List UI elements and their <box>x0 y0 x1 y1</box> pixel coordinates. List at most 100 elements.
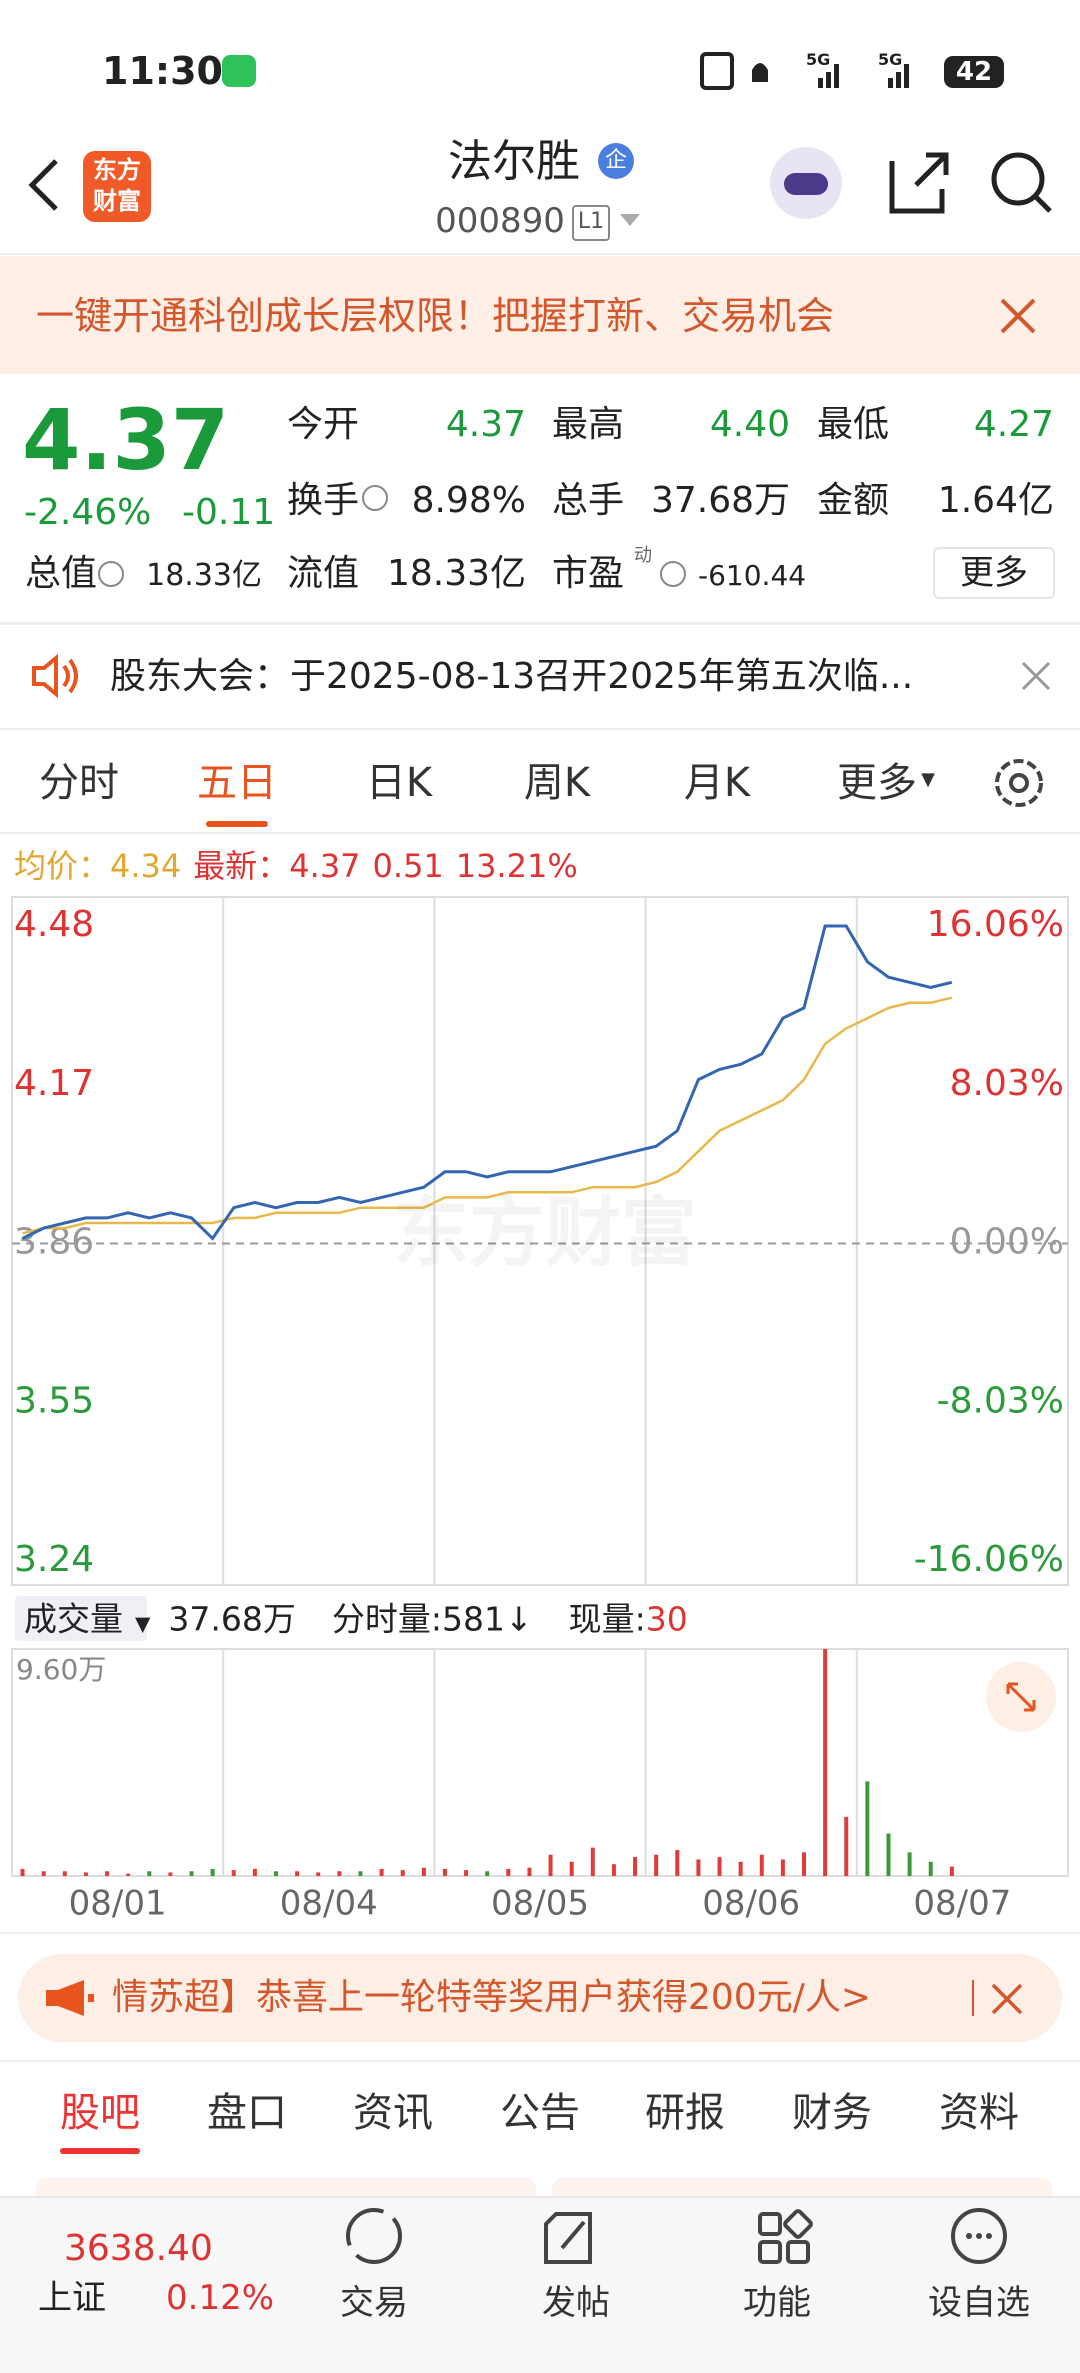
content-tab[interactable]: 资料 <box>939 2090 1019 2136</box>
info-icon[interactable] <box>98 561 124 587</box>
index-value[interactable]: 3638.40 <box>64 2228 213 2269</box>
content-tab[interactable]: 股吧 <box>60 2090 140 2136</box>
field-value: 18.33亿 <box>146 558 262 593</box>
field-label: 最低 <box>817 404 890 445</box>
volume-bar <box>928 1861 933 1876</box>
index-name: 上证 <box>38 2278 106 2318</box>
nav-label[interactable]: 设自选 <box>928 2283 1030 2323</box>
current-label: 现量: <box>568 1599 646 1639</box>
search-icon[interactable] <box>991 152 1052 213</box>
volume-bar <box>20 1868 25 1876</box>
chart-tab[interactable]: 周K <box>523 760 591 806</box>
volume-bar <box>295 1871 300 1876</box>
close-promo[interactable] <box>990 1982 1024 2016</box>
content-tab[interactable]: 公告 <box>500 2090 580 2136</box>
y-tick-label: 9.60万 <box>16 1653 106 1686</box>
content-tab[interactable]: 资讯 <box>353 2090 433 2136</box>
network: 5G <box>878 50 903 69</box>
y-tick-label: 3.55 <box>14 1380 94 1421</box>
logo-text: 财富 <box>93 187 141 215</box>
field-sup: 动 <box>634 545 652 566</box>
volume-total: 37.68万 <box>168 1599 296 1639</box>
field-value: 4.27 <box>973 404 1054 445</box>
stock-name: 法尔胜 <box>448 136 580 187</box>
content-tab[interactable]: 盘口 <box>207 2090 287 2136</box>
x-tick-label: 08/07 <box>913 1884 1011 1924</box>
volume-bar <box>105 1871 110 1876</box>
legend-value: 0.51 <box>372 847 444 885</box>
field-value: -610.44 <box>698 559 807 592</box>
volume-bar <box>400 1870 405 1876</box>
current-volume: 30 <box>645 1599 688 1639</box>
assistant-face <box>784 173 828 195</box>
volume-bar <box>823 1649 828 1876</box>
signal-icon <box>818 64 839 88</box>
volume-label: 成交量 <box>24 1599 123 1639</box>
info-icon[interactable] <box>660 561 686 587</box>
volume-bar <box>548 1854 553 1876</box>
function-icon[interactable] <box>758 2212 782 2236</box>
legend-label: 均价： <box>14 847 111 885</box>
volume-bar <box>358 1871 363 1876</box>
info-icon[interactable] <box>362 485 388 511</box>
content-tab[interactable]: 研报 <box>645 2090 725 2136</box>
battery <box>944 56 1004 88</box>
tab-underline <box>60 2148 140 2154</box>
volume-bar <box>717 1857 722 1876</box>
divider <box>0 832 1080 834</box>
field-value: 4.40 <box>709 404 790 445</box>
chart-tab[interactable]: 月K <box>683 760 751 806</box>
more-button[interactable] <box>933 547 1055 599</box>
nav-label[interactable]: 功能 <box>743 2283 811 2323</box>
field-value: 1.64亿 <box>937 480 1054 521</box>
y2-tick-label: -8.03% <box>937 1380 1064 1421</box>
plot-frame <box>11 896 1069 1586</box>
legend-value: 13.21% <box>455 847 578 885</box>
close-notice[interactable] <box>1020 660 1052 692</box>
bottom-nav <box>0 2196 1080 2373</box>
volume-bar <box>252 1868 257 1876</box>
close-banner[interactable] <box>998 296 1038 336</box>
megaphone-icon <box>46 1980 94 2016</box>
volume-bar <box>168 1872 173 1876</box>
logo-text: 东方 <box>93 156 141 184</box>
dropdown[interactable] <box>618 212 642 228</box>
chart-tab[interactable]: 更多 <box>837 760 917 806</box>
price-line <box>22 996 953 1235</box>
stock-code: 000890 <box>435 201 565 241</box>
chart-tab[interactable]: 五日 <box>197 760 277 806</box>
settings-icon[interactable] <box>992 756 1046 810</box>
volume-bar <box>62 1871 67 1876</box>
volume-bar <box>316 1872 321 1876</box>
volume-bar <box>590 1847 595 1876</box>
banner-text: 一键开通科创成长层权限！把握打新、交易机会 <box>36 294 835 338</box>
legend: 均价：4.34 最新：4.37 0.51 13.21% <box>14 850 590 882</box>
banner[interactable] <box>0 256 1080 374</box>
volume-bar <box>126 1873 131 1876</box>
content-tab[interactable]: 财务 <box>792 2090 872 2136</box>
volume-bar <box>337 1871 342 1876</box>
nav-label[interactable]: 交易 <box>340 2283 408 2323</box>
promo-banner[interactable] <box>18 1954 1062 2042</box>
dropdown-arrow: ▼ <box>921 769 935 790</box>
change-pct: -2.46% <box>24 492 152 533</box>
share-icon[interactable] <box>889 152 949 214</box>
volume-select[interactable] <box>15 1596 147 1641</box>
price: 4.37 <box>22 391 230 489</box>
volume-bar <box>485 1871 490 1876</box>
chart-tab[interactable]: 分时 <box>39 760 119 806</box>
volume-frame <box>11 1648 1069 1877</box>
chart-tab[interactable]: 日K <box>365 760 433 806</box>
volume-bar <box>506 1868 511 1876</box>
back-button[interactable] <box>20 155 70 215</box>
nav-label[interactable]: 发帖 <box>542 2283 610 2323</box>
notice-text[interactable]: 股东大会：于2025-08-13召开2025年第五次临... <box>110 656 914 697</box>
trade-icon[interactable] <box>346 2208 402 2264</box>
badge-text: 企 <box>604 148 628 173</box>
watchlist-icon[interactable] <box>951 2208 1007 2264</box>
divider <box>0 728 1080 730</box>
volume-bar <box>189 1871 194 1876</box>
post-icon[interactable] <box>544 2212 592 2264</box>
